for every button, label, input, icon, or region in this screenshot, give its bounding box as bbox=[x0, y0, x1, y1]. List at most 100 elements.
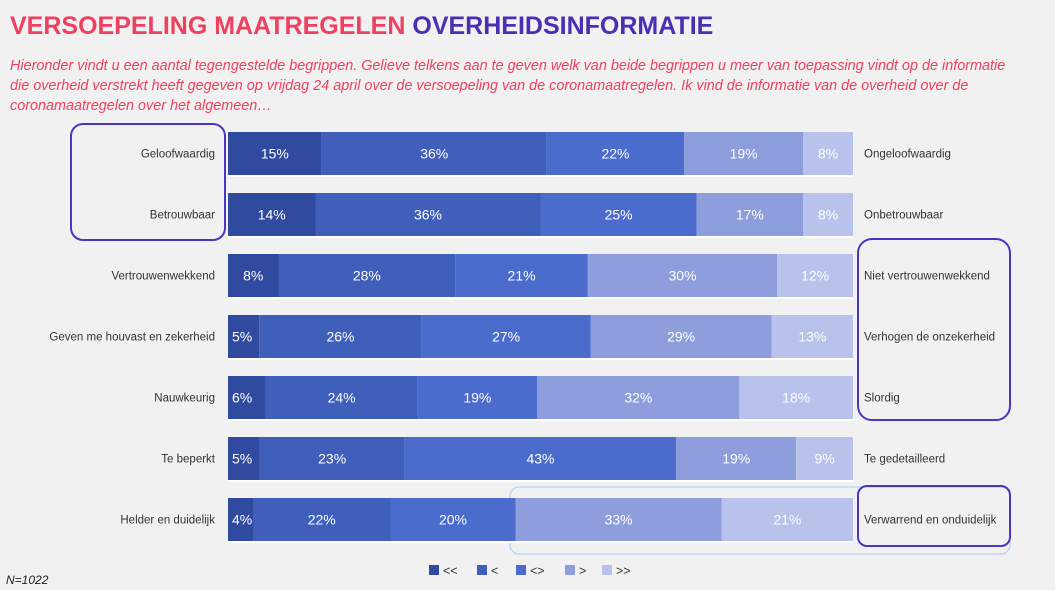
data-label: 43% bbox=[526, 451, 554, 467]
legend-swatch bbox=[429, 565, 439, 575]
bar-segment bbox=[315, 193, 541, 236]
category-label: Vertrouwenwekkend bbox=[111, 271, 215, 283]
data-label: 13% bbox=[798, 329, 826, 345]
bar-segment bbox=[739, 376, 853, 419]
bar-segment bbox=[228, 193, 316, 236]
data-label: 27% bbox=[492, 329, 520, 345]
bar-segment bbox=[777, 254, 853, 297]
legend-swatch bbox=[565, 565, 575, 575]
legend-swatch bbox=[602, 565, 612, 575]
bar-segment bbox=[771, 315, 853, 358]
opposite-label: Onbetrouwbaar bbox=[864, 210, 943, 222]
category-label: Geven me houvast en zekerheid bbox=[49, 332, 215, 344]
data-label: 26% bbox=[326, 329, 354, 345]
data-label: 21% bbox=[773, 512, 801, 528]
legend-swatch bbox=[516, 565, 526, 575]
bar-segment bbox=[321, 132, 547, 175]
data-label: 19% bbox=[463, 390, 491, 406]
bar-segment bbox=[228, 498, 253, 541]
data-label: 25% bbox=[605, 207, 633, 223]
data-label: 5% bbox=[232, 329, 252, 345]
bar-segment bbox=[696, 193, 803, 236]
data-label: 20% bbox=[439, 512, 467, 528]
bar-segment bbox=[265, 376, 418, 419]
page-title: VERSOEPELING MAATREGELEN OVERHEIDSINFORM… bbox=[10, 12, 713, 41]
data-label: 24% bbox=[328, 390, 356, 406]
bar-segment bbox=[228, 132, 322, 175]
bar-segment bbox=[259, 437, 405, 480]
data-label: 36% bbox=[420, 146, 448, 162]
highlight-frame-right bbox=[857, 238, 1011, 421]
bar-segment bbox=[455, 254, 588, 297]
data-label: 36% bbox=[414, 207, 442, 223]
bar-segment bbox=[676, 437, 797, 480]
data-label: 6% bbox=[232, 390, 252, 406]
subtitle: Hieronder vindt u een aantal tegengestel… bbox=[10, 58, 1006, 114]
bar-segment bbox=[278, 254, 456, 297]
highlight-frame-left bbox=[70, 123, 226, 241]
data-label: 30% bbox=[669, 268, 697, 284]
data-label: 8% bbox=[243, 268, 263, 284]
category-label: Helder en duidelijk bbox=[120, 515, 215, 527]
data-label: 29% bbox=[667, 329, 695, 345]
data-label: 18% bbox=[782, 390, 810, 406]
highlight-frame-right-bottom bbox=[857, 485, 1011, 547]
data-label: 22% bbox=[601, 146, 629, 162]
bar-segment bbox=[803, 132, 853, 175]
bar-segment bbox=[417, 376, 538, 419]
bar-segment bbox=[259, 315, 422, 358]
legend-label: < bbox=[491, 564, 498, 578]
opposite-label: Verhogen de onzekerheid bbox=[864, 332, 995, 344]
category-label: Betrouwbaar bbox=[150, 210, 215, 222]
data-label: 9% bbox=[814, 451, 834, 467]
bar-segment bbox=[537, 376, 740, 419]
opposite-label: Slordig bbox=[864, 393, 900, 405]
legend-label: >> bbox=[616, 564, 631, 578]
data-label: 8% bbox=[818, 146, 838, 162]
data-label: 19% bbox=[730, 146, 758, 162]
legend-label: << bbox=[443, 564, 458, 578]
bar-segment bbox=[253, 498, 391, 541]
data-label: 21% bbox=[508, 268, 536, 284]
data-label: 33% bbox=[605, 512, 633, 528]
opposite-label: Verwarrend en onduidelijk bbox=[864, 515, 997, 527]
data-label: 5% bbox=[232, 451, 252, 467]
bar-segment bbox=[228, 437, 260, 480]
bar-segment bbox=[390, 498, 516, 541]
bar-segment bbox=[404, 437, 677, 480]
bar-segment bbox=[228, 315, 260, 358]
data-label: 14% bbox=[258, 207, 286, 223]
data-label: 17% bbox=[736, 207, 764, 223]
data-label: 15% bbox=[261, 146, 289, 162]
bar-segment bbox=[803, 193, 853, 236]
category-label: Nauwkeurig bbox=[154, 393, 215, 405]
data-label: 23% bbox=[318, 451, 346, 467]
bar-segment bbox=[684, 132, 803, 175]
title-part-1: VERSOEPELING MAATREGELEN bbox=[10, 12, 406, 40]
opposite-label: Te gedetailleerd bbox=[864, 454, 945, 466]
legend-swatch bbox=[477, 565, 487, 575]
legend-label: > bbox=[579, 564, 586, 578]
legend-label: <> bbox=[530, 564, 545, 578]
bar-segment bbox=[228, 254, 279, 297]
data-label: 22% bbox=[308, 512, 336, 528]
bar-segment bbox=[546, 132, 685, 175]
title-part-2: OVERHEIDSINFORMATIE bbox=[412, 12, 714, 40]
category-label: Geloofwaardig bbox=[141, 149, 215, 161]
data-label: 8% bbox=[818, 207, 838, 223]
data-label: 12% bbox=[801, 268, 829, 284]
sample-size-label: N=1022 bbox=[6, 573, 49, 587]
bar-segment bbox=[590, 315, 772, 358]
bar-segment bbox=[540, 193, 697, 236]
bar-segment bbox=[421, 315, 591, 358]
bar-segment bbox=[228, 376, 266, 419]
data-label: 28% bbox=[353, 268, 381, 284]
bar-segment bbox=[796, 437, 853, 480]
data-label: 19% bbox=[722, 451, 750, 467]
data-label: 4% bbox=[232, 512, 252, 528]
bar-segment bbox=[515, 498, 722, 541]
data-label: 32% bbox=[624, 390, 652, 406]
bar-segment bbox=[721, 498, 853, 541]
opposite-label: Ongeloofwaardig bbox=[864, 149, 951, 161]
